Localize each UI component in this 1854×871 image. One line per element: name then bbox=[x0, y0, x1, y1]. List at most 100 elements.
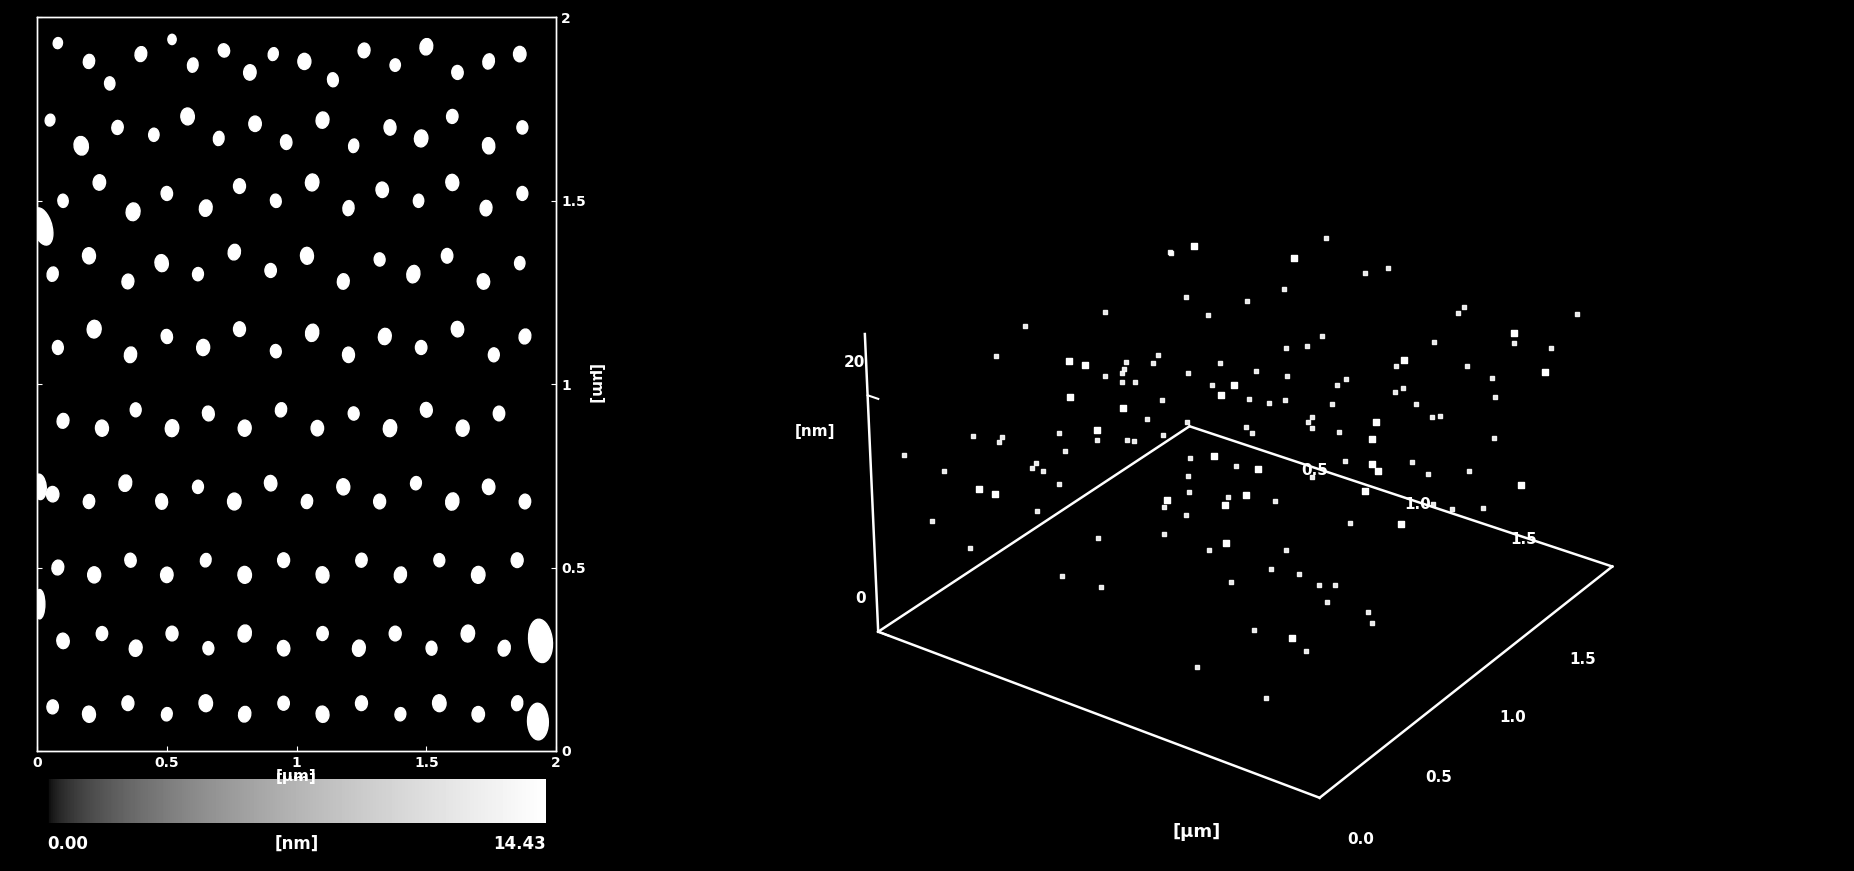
Ellipse shape bbox=[415, 341, 426, 354]
Ellipse shape bbox=[124, 553, 135, 567]
Ellipse shape bbox=[276, 402, 287, 417]
Ellipse shape bbox=[52, 341, 63, 354]
Ellipse shape bbox=[87, 321, 102, 338]
Ellipse shape bbox=[493, 406, 504, 421]
Text: [μm]: [μm] bbox=[1174, 823, 1222, 841]
Ellipse shape bbox=[33, 209, 52, 244]
Ellipse shape bbox=[515, 257, 525, 270]
Ellipse shape bbox=[375, 494, 386, 509]
Ellipse shape bbox=[421, 402, 432, 417]
Ellipse shape bbox=[96, 626, 108, 640]
Ellipse shape bbox=[182, 108, 195, 125]
Ellipse shape bbox=[122, 696, 133, 711]
Ellipse shape bbox=[228, 493, 241, 510]
Ellipse shape bbox=[471, 566, 486, 584]
Ellipse shape bbox=[83, 54, 95, 69]
Ellipse shape bbox=[432, 695, 447, 712]
Ellipse shape bbox=[234, 321, 245, 336]
Ellipse shape bbox=[44, 114, 56, 126]
Ellipse shape bbox=[473, 706, 484, 722]
Ellipse shape bbox=[57, 633, 69, 649]
Ellipse shape bbox=[328, 73, 337, 87]
Ellipse shape bbox=[187, 58, 198, 72]
Ellipse shape bbox=[452, 65, 464, 79]
Ellipse shape bbox=[415, 130, 428, 147]
Ellipse shape bbox=[384, 420, 397, 436]
Ellipse shape bbox=[480, 200, 491, 216]
Ellipse shape bbox=[122, 274, 133, 289]
Ellipse shape bbox=[271, 345, 282, 358]
Ellipse shape bbox=[406, 266, 419, 283]
Ellipse shape bbox=[519, 329, 530, 344]
Ellipse shape bbox=[517, 121, 528, 134]
Ellipse shape bbox=[130, 403, 141, 417]
Ellipse shape bbox=[46, 700, 57, 714]
Ellipse shape bbox=[441, 248, 452, 263]
Ellipse shape bbox=[410, 476, 421, 490]
Ellipse shape bbox=[482, 138, 495, 154]
Ellipse shape bbox=[119, 475, 132, 491]
Ellipse shape bbox=[337, 479, 350, 495]
Ellipse shape bbox=[156, 254, 169, 272]
Ellipse shape bbox=[476, 273, 489, 289]
Ellipse shape bbox=[378, 328, 391, 345]
Ellipse shape bbox=[315, 567, 328, 583]
Ellipse shape bbox=[52, 560, 63, 575]
Ellipse shape bbox=[512, 696, 523, 711]
Ellipse shape bbox=[161, 186, 172, 200]
Ellipse shape bbox=[389, 626, 400, 641]
Ellipse shape bbox=[33, 474, 46, 500]
Text: [μm]: [μm] bbox=[276, 769, 317, 784]
Ellipse shape bbox=[148, 128, 159, 141]
Ellipse shape bbox=[451, 321, 464, 337]
Ellipse shape bbox=[311, 421, 324, 436]
Ellipse shape bbox=[343, 348, 354, 362]
Ellipse shape bbox=[32, 208, 54, 245]
Ellipse shape bbox=[213, 132, 224, 145]
Ellipse shape bbox=[375, 253, 386, 266]
Ellipse shape bbox=[413, 194, 425, 207]
Ellipse shape bbox=[343, 200, 354, 216]
Ellipse shape bbox=[512, 553, 523, 568]
Ellipse shape bbox=[237, 566, 252, 584]
Ellipse shape bbox=[517, 186, 528, 200]
Ellipse shape bbox=[234, 179, 245, 193]
Ellipse shape bbox=[202, 406, 215, 421]
Text: 0.00: 0.00 bbox=[48, 835, 89, 854]
Ellipse shape bbox=[193, 480, 204, 494]
Ellipse shape bbox=[130, 640, 143, 657]
Ellipse shape bbox=[93, 175, 106, 190]
Ellipse shape bbox=[202, 642, 213, 655]
Ellipse shape bbox=[104, 77, 115, 90]
Text: [nm]: [nm] bbox=[274, 835, 319, 854]
Ellipse shape bbox=[200, 553, 211, 567]
Ellipse shape bbox=[161, 329, 172, 343]
Ellipse shape bbox=[126, 203, 141, 220]
Ellipse shape bbox=[499, 640, 510, 656]
Ellipse shape bbox=[356, 553, 367, 567]
Ellipse shape bbox=[395, 567, 406, 583]
Ellipse shape bbox=[193, 267, 204, 280]
Ellipse shape bbox=[82, 247, 95, 264]
Ellipse shape bbox=[514, 46, 527, 62]
Ellipse shape bbox=[421, 38, 432, 55]
Ellipse shape bbox=[197, 340, 210, 355]
Ellipse shape bbox=[135, 47, 146, 62]
Ellipse shape bbox=[111, 120, 122, 134]
Ellipse shape bbox=[302, 495, 313, 509]
Ellipse shape bbox=[482, 479, 495, 495]
Ellipse shape bbox=[57, 414, 69, 429]
Ellipse shape bbox=[389, 59, 400, 71]
Ellipse shape bbox=[169, 34, 176, 44]
Ellipse shape bbox=[35, 590, 44, 619]
Ellipse shape bbox=[306, 324, 319, 341]
Ellipse shape bbox=[488, 348, 499, 361]
Ellipse shape bbox=[237, 625, 252, 642]
Ellipse shape bbox=[384, 119, 397, 135]
Ellipse shape bbox=[278, 696, 289, 710]
Ellipse shape bbox=[358, 43, 371, 57]
Ellipse shape bbox=[482, 54, 495, 69]
Ellipse shape bbox=[395, 707, 406, 721]
Ellipse shape bbox=[519, 494, 530, 509]
Ellipse shape bbox=[278, 553, 289, 568]
